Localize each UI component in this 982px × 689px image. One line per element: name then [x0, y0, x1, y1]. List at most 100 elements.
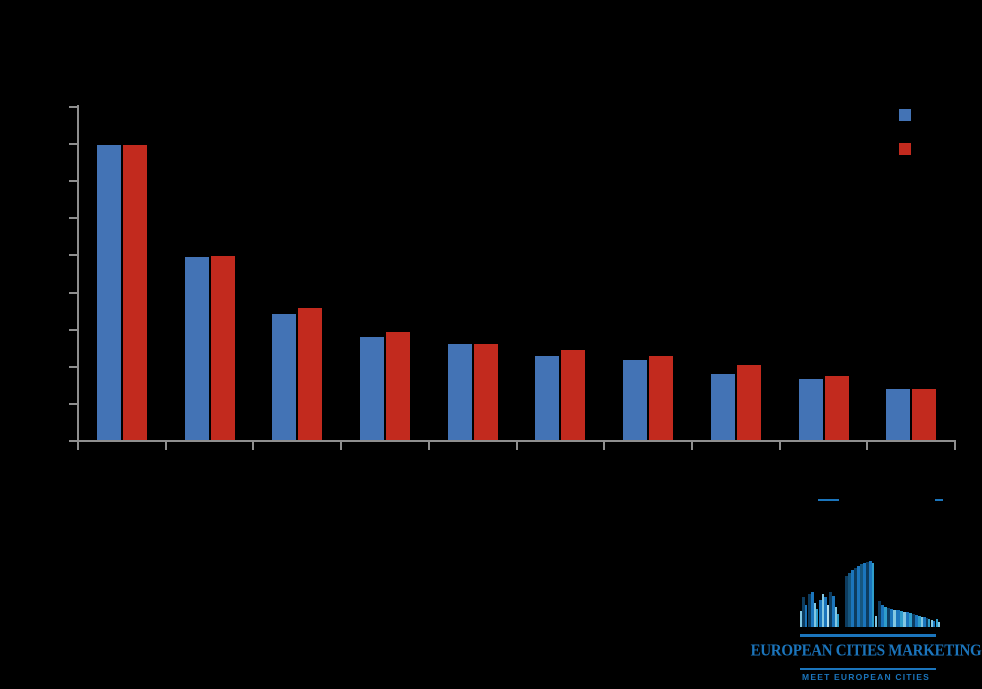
- skyline-bar-6: [816, 609, 818, 627]
- skyline-bar-5: [814, 603, 816, 627]
- skyline-bar-19: [857, 566, 860, 627]
- skyline-bar-25: [875, 616, 877, 627]
- skyline-bar-28: [884, 607, 887, 627]
- bar-blue-7: [710, 373, 735, 440]
- x-axis-line: [70, 440, 956, 442]
- x-tick-8: [778, 440, 781, 450]
- skyline-bar-3: [808, 594, 811, 627]
- skyline-bar-43: [928, 619, 930, 627]
- skyline-bar-47: [938, 622, 940, 627]
- skyline-bar-41: [923, 617, 926, 627]
- skyline-bar-23: [869, 561, 872, 627]
- link-underline-fragment-0: [818, 499, 839, 501]
- skyline-bar-13: [835, 607, 837, 627]
- x-tick-2: [252, 440, 255, 450]
- x-tick-9: [866, 440, 869, 450]
- bar-blue-8: [798, 379, 823, 440]
- bar-red-0: [122, 145, 147, 440]
- bar-blue-1: [184, 257, 209, 440]
- bar-blue-4: [447, 344, 472, 440]
- legend-swatch-red: [899, 143, 911, 155]
- y-tick-1: [69, 143, 78, 146]
- y-tick-8: [69, 402, 78, 405]
- skyline-bar-24: [872, 563, 874, 627]
- skyline-bar-38: [915, 615, 918, 627]
- x-tick-7: [690, 440, 693, 450]
- x-tick-1: [164, 440, 167, 450]
- y-tick-7: [69, 365, 78, 368]
- skyline-bar-17: [851, 570, 854, 627]
- bar-red-5: [561, 350, 586, 440]
- bar-red-7: [736, 365, 761, 440]
- bar-red-1: [210, 256, 235, 440]
- bar-red-2: [298, 308, 323, 440]
- bar-blue-9: [886, 389, 911, 440]
- skyline-bar-26: [878, 601, 881, 627]
- y-tick-2: [69, 180, 78, 183]
- skyline-bar-8: [822, 594, 824, 627]
- skyline-bar-0: [800, 611, 802, 627]
- bar-red-9: [912, 389, 937, 440]
- skyline-bar-22: [866, 562, 869, 627]
- logo-title: EUROPEAN CITIES MARKETING: [750, 642, 982, 660]
- skyline-bar-14: [837, 614, 839, 627]
- skyline-bar-20: [860, 564, 863, 627]
- x-tick-3: [340, 440, 343, 450]
- skyline-bar-11: [829, 592, 832, 627]
- bar-blue-3: [359, 337, 384, 440]
- skyline-bar-39: [918, 616, 921, 627]
- skyline-bar-1: [802, 597, 805, 627]
- skyline-bar-10: [827, 605, 829, 627]
- bar-red-4: [473, 343, 498, 440]
- skyline-bar-16: [848, 573, 851, 627]
- y-tick-6: [69, 328, 78, 331]
- skyline-bar-32: [896, 610, 900, 627]
- link-underline-fragment-1: [935, 499, 943, 501]
- x-tick-10: [954, 440, 956, 450]
- skyline-bar-4: [811, 592, 814, 627]
- skyline-bar-33: [900, 611, 903, 627]
- skyline-bar-31: [893, 610, 896, 627]
- skyline-bar-21: [863, 563, 866, 627]
- skyline-bar-30: [890, 609, 893, 627]
- y-axis-line: [77, 105, 79, 442]
- bar-blue-6: [623, 360, 648, 440]
- x-tick-4: [427, 440, 430, 450]
- skyline-bar-46: [936, 619, 938, 627]
- y-tick-3: [69, 217, 78, 220]
- skyline-bar-36: [909, 613, 912, 627]
- skyline-bar-44: [931, 620, 933, 627]
- y-tick-4: [69, 254, 78, 257]
- y-tick-9: [69, 440, 78, 442]
- ecm-logo: EUROPEAN CITIES MARKETING MEET EUROPEAN …: [750, 545, 982, 689]
- bar-red-3: [385, 332, 410, 440]
- skyline-bar-2: [805, 605, 807, 627]
- skyline-bar-40: [921, 617, 923, 627]
- bar-blue-2: [272, 314, 297, 440]
- y-tick-0: [69, 106, 78, 108]
- skyline-bar-35: [906, 612, 909, 627]
- bar-blue-0: [96, 145, 121, 440]
- y-tick-5: [69, 291, 78, 294]
- x-tick-0: [77, 440, 79, 450]
- skyline-bar-37: [912, 614, 915, 627]
- skyline-bar-29: [887, 608, 890, 627]
- x-tick-5: [515, 440, 518, 450]
- bar-red-6: [649, 356, 674, 440]
- skyline-bar-45: [933, 621, 935, 627]
- skyline-bar-42: [926, 618, 928, 627]
- skyline-bar-15: [845, 576, 848, 627]
- logo-subtitle: MEET EUROPEAN CITIES: [802, 672, 930, 682]
- skyline-bar-7: [819, 600, 822, 627]
- skyline-bar-9: [824, 597, 827, 627]
- ecm-logo-skyline: [798, 555, 942, 627]
- skyline-bar-27: [881, 605, 884, 627]
- logo-divider-top: [800, 634, 936, 637]
- skyline-bar-18: [854, 568, 857, 627]
- bar-red-8: [824, 376, 849, 440]
- legend-swatch-blue: [899, 109, 911, 121]
- logo-divider-bottom: [800, 667, 936, 670]
- skyline-bar-34: [903, 612, 906, 627]
- x-tick-6: [603, 440, 606, 450]
